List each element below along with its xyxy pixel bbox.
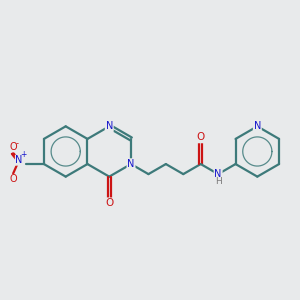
Text: N: N xyxy=(127,159,135,169)
Text: O: O xyxy=(9,174,17,184)
Text: +: + xyxy=(20,150,26,159)
Text: H: H xyxy=(215,177,221,186)
Text: O: O xyxy=(196,132,205,142)
Text: O: O xyxy=(9,142,17,152)
Text: N: N xyxy=(106,121,113,131)
Text: O: O xyxy=(105,198,113,208)
Text: -: - xyxy=(16,139,19,148)
Text: N: N xyxy=(15,155,23,165)
Text: N: N xyxy=(254,121,261,131)
Text: N: N xyxy=(214,169,222,179)
